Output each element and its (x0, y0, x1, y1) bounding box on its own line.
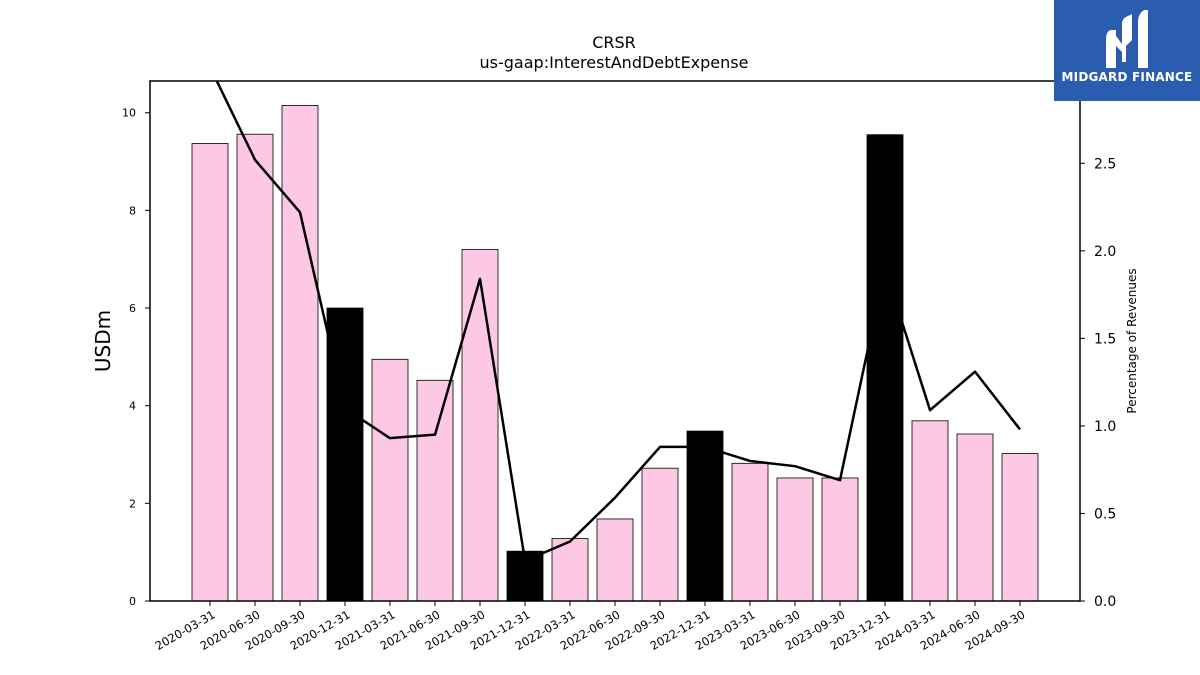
y-tick-label: 8 (129, 204, 136, 217)
y2-axis: 0.0 0.5 1.0 1.5 2.0 2.5 (1080, 156, 1116, 610)
bar-2024-09-30 (1001, 453, 1039, 602)
bar-2023-12-31 (866, 134, 904, 602)
y-tick-label: 4 (129, 400, 136, 413)
y-axis-label: USDm (91, 310, 115, 372)
y2-tick-label: 0.0 (1094, 594, 1116, 610)
bar-2020-09-30 (281, 105, 319, 602)
y2-tick-label: 0.5 (1094, 506, 1116, 522)
bar-2020-06-30 (236, 133, 274, 602)
bar-2020-03-31 (191, 143, 229, 602)
chart-title: CRSR (592, 33, 636, 52)
y-tick-label: 10 (122, 107, 136, 120)
bar-2023-09-30 (821, 477, 859, 602)
y-tick-label: 0 (129, 595, 136, 608)
y-tick-label: 6 (129, 302, 136, 315)
bar-2023-03-31 (731, 462, 769, 602)
x-axis: 2020-03-312020-06-302020-09-302020-12-31… (153, 601, 1028, 653)
bar-2021-03-31 (371, 358, 409, 602)
line-layer (215, 81, 1021, 562)
bar-2022-06-30 (596, 518, 634, 602)
bar-2023-06-30 (776, 477, 814, 602)
chart-subtitle: us-gaap:InterestAndDebtExpense (480, 53, 749, 72)
midgard-logo-icon (1106, 10, 1148, 68)
y-axis: 0 2 4 6 8 10 (122, 107, 150, 608)
bars (191, 105, 1039, 602)
brand-logo-text: MIDGARD FINANCE (1061, 70, 1193, 84)
y2-tick-label: 2.5 (1094, 156, 1116, 172)
bar-2021-06-30 (416, 379, 454, 602)
brand-logo: MIDGARD FINANCE (1054, 0, 1200, 101)
y2-tick-label: 1.0 (1094, 419, 1116, 435)
bar-2021-09-30 (461, 249, 499, 602)
bar-2022-09-30 (641, 467, 679, 602)
bar-2022-12-31 (686, 430, 724, 602)
bar-2024-06-30 (956, 433, 994, 602)
bar-2024-03-31 (911, 420, 949, 602)
y2-tick-label: 2.0 (1094, 244, 1116, 260)
y-tick-label: 2 (129, 497, 136, 510)
y2-tick-label: 1.5 (1094, 331, 1116, 347)
y2-axis-label: Percentage of Revenues (1125, 268, 1139, 413)
line-series (215, 81, 1021, 562)
